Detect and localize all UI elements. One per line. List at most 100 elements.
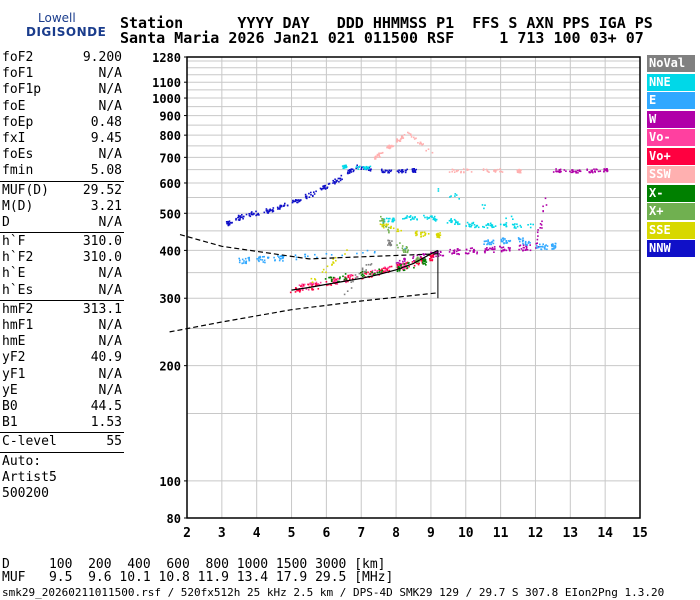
echo-point (302, 285, 305, 287)
x-tick-label: 8 (392, 526, 400, 541)
echo-point (525, 245, 528, 248)
echo-point (402, 268, 404, 271)
echo-point (432, 254, 434, 256)
echo-point (540, 248, 542, 250)
echo-point (457, 169, 459, 172)
echo-point (456, 253, 458, 255)
echo-point (305, 288, 308, 290)
echo-point (520, 226, 522, 228)
echo-point (389, 170, 392, 173)
echo-point (383, 221, 385, 223)
echo-point (401, 265, 403, 268)
echo-point (360, 274, 363, 276)
echo-point (517, 170, 519, 173)
legend-item: SSE (647, 221, 695, 239)
echo-point (433, 217, 435, 219)
echo-point (453, 169, 455, 171)
chart-axes: 2 3 4 5 6 7 8 9 10 11 12 13 14 15 80 100 200 300 400 500 600… (152, 51, 648, 541)
param-row: B1 1.53 (0, 415, 124, 431)
file-info-footer: smk29_20260211011500.rsf / 520fx512h 25 … (2, 586, 665, 599)
echo-point (414, 216, 416, 219)
echo-point (545, 204, 548, 206)
echo-point (388, 243, 391, 246)
echo-point (408, 262, 410, 264)
echo-point (374, 272, 376, 275)
echo-point (429, 254, 431, 256)
echo-point (399, 264, 401, 266)
echo-point (381, 223, 383, 226)
echo-point (337, 280, 339, 283)
echo-point (484, 204, 486, 206)
echo-point (413, 266, 415, 269)
echo-point (294, 254, 297, 256)
echo-point (259, 255, 261, 258)
echo-point (327, 283, 330, 286)
echo-point (488, 171, 490, 173)
echo-point (343, 293, 346, 296)
echo-point (477, 226, 480, 229)
echo-point (332, 276, 335, 279)
echo-point (450, 219, 452, 221)
param-value: 0.48 (90, 114, 122, 130)
echo-point (335, 279, 337, 281)
echo-point (408, 132, 410, 135)
echo-point (376, 153, 379, 156)
echo-point (464, 252, 467, 254)
echo-point (529, 242, 531, 244)
echo-point (519, 240, 521, 243)
echo-point (599, 170, 602, 172)
echo-point (438, 236, 441, 239)
echo-point (520, 248, 523, 250)
echo-point (476, 251, 478, 253)
echo-point (456, 170, 458, 173)
echo-point (344, 277, 347, 279)
echo-point (406, 267, 409, 269)
echo-point (312, 194, 314, 197)
divider (0, 432, 124, 434)
profile-traces (169, 234, 439, 333)
echo-point (349, 276, 351, 279)
echo-point (243, 260, 245, 262)
echo-point (343, 164, 346, 167)
echo-point (314, 278, 316, 280)
echo-point (473, 249, 476, 252)
echo-point (512, 218, 514, 220)
echo-point (297, 201, 299, 203)
param-row: hmF1 N/A (0, 318, 124, 334)
param-value: N/A (98, 147, 122, 163)
echo-point (502, 223, 505, 226)
echo-point (411, 168, 414, 170)
echo-point (603, 170, 605, 172)
echo-point (404, 247, 406, 250)
param-value: 29.52 (82, 182, 122, 198)
echo-point (503, 248, 506, 251)
legend-item: E (647, 92, 695, 109)
echo-point (336, 280, 338, 282)
echo-point (596, 168, 598, 171)
param-value: 5.08 (90, 163, 122, 179)
echo-point (437, 190, 440, 192)
echo-point (422, 235, 425, 237)
x-tick-label: 4 (253, 526, 261, 541)
echo-point (334, 280, 337, 282)
echo-point (293, 200, 295, 203)
echo-point (273, 256, 275, 259)
echo-point (522, 246, 525, 249)
echo-point (504, 238, 506, 240)
echo-point (396, 266, 399, 268)
echo-point (382, 267, 385, 270)
param-label: foE (2, 98, 26, 114)
echo-point (554, 245, 556, 247)
echo-point (282, 260, 284, 262)
echo-point (237, 216, 240, 219)
echo-point (487, 223, 490, 225)
echo-point (519, 224, 522, 227)
echo-point (434, 220, 437, 222)
series-x- (379, 215, 421, 264)
echo-point (381, 269, 384, 272)
echo-point (482, 168, 485, 170)
echo-point (518, 168, 521, 171)
echo-point (563, 169, 566, 171)
echo-point (456, 248, 459, 250)
echo-point (383, 224, 386, 227)
